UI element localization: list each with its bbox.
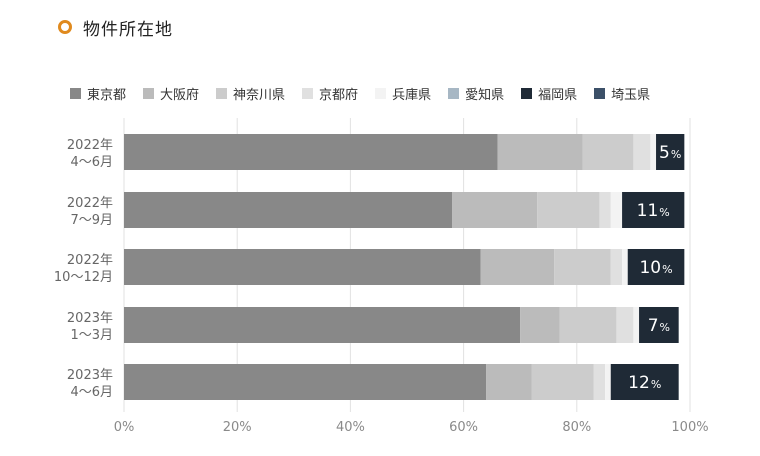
legend-label: 愛知県 xyxy=(465,88,505,103)
bar-segment xyxy=(610,192,623,228)
title-circle-icon xyxy=(58,20,72,34)
bar-segment xyxy=(554,249,611,285)
bar-segment xyxy=(610,249,623,285)
bar-segment xyxy=(605,364,611,400)
bar-segment xyxy=(124,249,481,285)
data-label-unit: % xyxy=(660,321,670,334)
bar-segment xyxy=(559,307,617,343)
data-label: 12% xyxy=(628,373,661,393)
bar-segment xyxy=(622,249,628,285)
x-tick-label: 60% xyxy=(449,420,478,435)
bar-segment xyxy=(610,364,679,400)
bar-segment xyxy=(622,192,685,228)
category-label: 1〜3月 xyxy=(70,328,113,343)
x-tick-label: 80% xyxy=(562,420,591,435)
bar-segment xyxy=(531,364,594,400)
bar-segment xyxy=(520,307,560,343)
bar-segment xyxy=(593,364,606,400)
chart-title: 物件所在地 xyxy=(83,19,173,40)
category-label: 10〜12月 xyxy=(54,270,113,285)
category-label: 4〜6月 xyxy=(70,385,113,400)
category-label: 4〜6月 xyxy=(70,155,113,170)
data-label-value: 7 xyxy=(648,316,659,336)
legend-swatch xyxy=(70,88,81,99)
x-tick-label: 20% xyxy=(223,420,252,435)
legend-label: 京都府 xyxy=(319,88,359,103)
category-label: 2022年 xyxy=(67,196,113,211)
bar-segment xyxy=(124,364,487,400)
data-label-value: 11 xyxy=(637,201,659,221)
legend-label: 神奈川県 xyxy=(233,88,286,103)
chart-header: 物件所在地 xyxy=(58,14,173,40)
bar-segment xyxy=(599,192,611,228)
legend-label: 福岡県 xyxy=(538,88,578,103)
bar-segment xyxy=(582,134,634,170)
bar-segment xyxy=(650,134,657,170)
data-label: 10% xyxy=(639,258,672,278)
x-tick-label: 0% xyxy=(114,420,135,435)
bar-segment xyxy=(656,134,685,170)
legend-swatch xyxy=(521,88,533,99)
legend-swatch xyxy=(302,88,314,99)
bar-segment xyxy=(480,249,555,285)
bar-segment xyxy=(633,134,651,170)
bar-segment xyxy=(124,307,521,343)
data-label-unit: % xyxy=(671,148,681,161)
category-label: 2022年 xyxy=(67,253,113,268)
legend-item: 愛知県 xyxy=(448,84,504,103)
category-label: 7〜9月 xyxy=(70,213,113,228)
legend-label: 大阪府 xyxy=(160,88,200,103)
x-tick-label: 100% xyxy=(671,420,708,435)
legend-item: 東京都 xyxy=(70,84,126,103)
legend-item: 大阪府 xyxy=(143,84,199,103)
legend-item: 京都府 xyxy=(302,84,358,103)
bar-segment xyxy=(497,134,583,170)
bar-segment xyxy=(486,364,532,400)
data-label-unit: % xyxy=(651,378,661,391)
data-label-value: 12 xyxy=(628,373,650,393)
legend-item: 兵庫県 xyxy=(375,84,431,103)
chart-legend: 東京都 大阪府 神奈川県 京都府 兵庫県 愛知県 福岡県 埼玉県 xyxy=(70,84,667,103)
data-label-unit: % xyxy=(662,263,672,276)
data-label-unit: % xyxy=(659,206,669,219)
bar-segment xyxy=(124,134,498,170)
bar-segment xyxy=(627,249,685,285)
data-label: 7% xyxy=(648,316,670,336)
legend-swatch xyxy=(594,88,606,99)
bar-segment xyxy=(639,307,679,343)
category-label: 2023年 xyxy=(67,368,113,383)
bar-segment xyxy=(616,307,634,343)
legend-swatch xyxy=(375,88,387,99)
legend-label: 東京都 xyxy=(87,88,127,103)
legend-item: 福岡県 xyxy=(521,84,577,103)
legend-label: 兵庫県 xyxy=(392,88,432,103)
legend-swatch xyxy=(143,88,155,99)
data-label-value: 5 xyxy=(659,143,670,163)
category-label: 2022年 xyxy=(67,138,113,153)
legend-item: 埼玉県 xyxy=(594,84,650,103)
bar-segment xyxy=(537,192,600,228)
data-label: 5% xyxy=(659,143,681,163)
legend-item: 神奈川県 xyxy=(216,84,285,103)
legend-swatch xyxy=(448,88,460,99)
data-label: 11% xyxy=(637,201,670,221)
bar-segment xyxy=(124,192,453,228)
x-tick-label: 40% xyxy=(336,420,365,435)
category-label: 2023年 xyxy=(67,311,113,326)
bar-segment xyxy=(452,192,538,228)
data-label-value: 10 xyxy=(639,258,661,278)
legend-label: 埼玉県 xyxy=(611,88,651,103)
bar-segment xyxy=(633,307,640,343)
legend-swatch xyxy=(216,88,228,99)
